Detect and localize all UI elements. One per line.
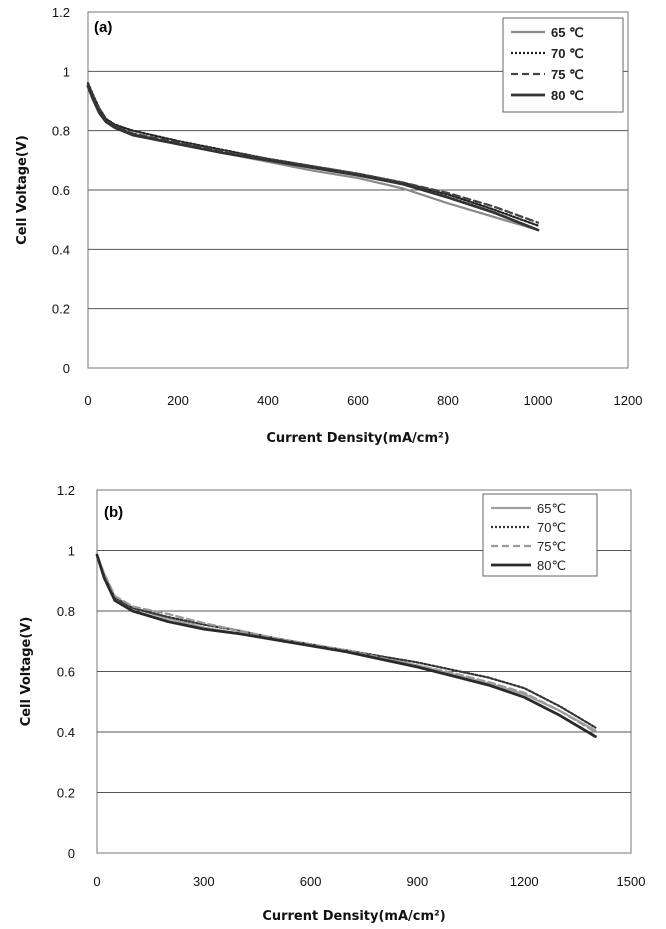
x-tick-label: 200 (167, 393, 189, 408)
y-tick-label: 0.2 (52, 302, 70, 317)
y-axis-title: Cell Voltage(V) (19, 617, 34, 727)
y-tick-label: 0.8 (57, 604, 75, 619)
x-tick-label: 800 (437, 393, 459, 408)
x-tick-label: 600 (300, 874, 322, 889)
x-tick-label: 400 (257, 393, 279, 408)
legend-label: 75℃ (537, 539, 566, 554)
y-tick-label: 0.4 (52, 242, 70, 257)
series-line-3 (86, 83, 540, 224)
y-tick-label: 1.2 (57, 483, 75, 498)
y-tick-label: 0.4 (57, 725, 75, 740)
legend: 65 ℃ 70 ℃ 75 ℃ 80 ℃ (502, 17, 624, 113)
x-tick-label: 900 (407, 874, 429, 889)
y-tick-label: 0 (63, 361, 70, 376)
y-tick-label: 0.6 (57, 665, 75, 680)
x-tick-label: 600 (347, 393, 369, 408)
legend-label: 65 ℃ (551, 25, 584, 40)
x-tick-label: 1000 (524, 393, 553, 408)
series-line-4 (86, 84, 540, 232)
x-tick-label: 0 (93, 874, 100, 889)
y-tick-label: 0 (68, 846, 75, 861)
panel-label: (b) (104, 504, 123, 521)
chart-panel-a: 0 0.2 0.4 0.6 0.8 1 1.2 0 200 400 600 800 1000 1200 Cu… (15, 5, 643, 446)
x-axis-title: Current Density(mA/cm²) (262, 909, 445, 924)
x-tick-label: 1200 (614, 393, 643, 408)
panel-label: (a) (94, 19, 112, 36)
series-line-3 (95, 553, 597, 734)
x-tick-label: 1200 (510, 874, 539, 889)
y-tick-label: 0.6 (52, 183, 70, 198)
y-tick-label: 1 (63, 64, 70, 79)
x-tick-label: 1500 (617, 874, 646, 889)
legend-label: 80℃ (537, 558, 566, 573)
y-axis-title: Cell Voltage(V) (15, 135, 30, 245)
legend-label: 70 ℃ (551, 46, 584, 61)
legend-label: 70℃ (537, 520, 566, 535)
series-line-4 (95, 553, 597, 738)
y-tick-label: 0.8 (52, 124, 70, 139)
x-tick-label: 0 (84, 393, 91, 408)
legend: 65℃ 70℃ 75℃ 80℃ (482, 493, 598, 577)
x-axis-title: Current Density(mA/cm²) (266, 431, 449, 446)
y-tick-label: 0.2 (57, 786, 75, 801)
legend-label: 80 ℃ (551, 88, 584, 103)
legend-label: 65℃ (537, 501, 566, 516)
x-tick-label: 300 (193, 874, 215, 889)
chart-panel-b: 0 0.2 0.4 0.6 0.8 1 1.2 0 300 600 900 1200 1500 Curre… (19, 483, 646, 924)
y-tick-label: 1 (68, 544, 75, 559)
y-tick-label: 1.2 (52, 5, 70, 20)
legend-label: 75 ℃ (551, 67, 584, 82)
